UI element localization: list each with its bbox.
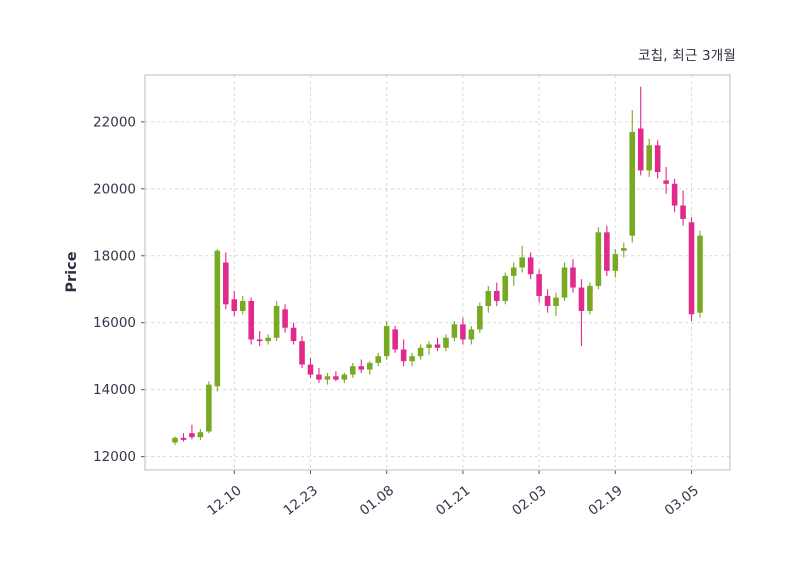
candle-down [671, 178, 678, 213]
y-axis-tick-labels: 12000 14000 16000 18000 20000 22000 [93, 114, 136, 465]
x-tick-label: 12.23 [281, 483, 321, 519]
x-tick-label: 02.19 [585, 483, 625, 519]
candle-down [256, 331, 263, 347]
candle-down [536, 269, 542, 303]
y-tick-label: 22000 [93, 114, 136, 130]
candle-down [316, 367, 322, 383]
candle-down [434, 337, 441, 352]
candle-up [172, 436, 178, 445]
candle-up [587, 282, 593, 315]
candle-down [400, 339, 407, 367]
candle-down [290, 322, 297, 345]
candle-up [206, 381, 212, 434]
x-tick-label: 12.10 [204, 483, 244, 519]
candle-down [688, 217, 695, 322]
candle-up [341, 372, 348, 383]
candle-up [485, 285, 492, 313]
candle-up [502, 272, 509, 305]
candle-up [646, 138, 652, 178]
candle-down [307, 357, 314, 378]
y-tick-label: 20000 [93, 181, 136, 197]
candle-up [214, 249, 221, 392]
x-axis-tick-labels: 12.10 12.23 01.08 01.21 02.03 02.19 03.05 [204, 483, 702, 519]
candle-up [553, 292, 559, 317]
candle-down [189, 424, 195, 440]
candle-up [273, 300, 280, 342]
candle-down [333, 371, 339, 382]
candle-down [248, 297, 255, 345]
candle-up [324, 372, 331, 385]
x-tick-label: 03.05 [662, 483, 702, 519]
candle-down [654, 140, 661, 179]
candles-layer [172, 86, 703, 445]
y-tick-label: 18000 [93, 248, 136, 264]
candle-up [197, 429, 204, 440]
candle-up [417, 344, 424, 360]
candle-down [493, 282, 500, 306]
candle-up [265, 334, 271, 345]
candle-up [519, 245, 525, 273]
plot-frame [144, 74, 731, 471]
candle-up [350, 362, 356, 378]
candle-up [595, 227, 602, 290]
candle-up [426, 341, 432, 355]
y-tick-label: 16000 [93, 315, 136, 331]
candle-down [299, 336, 305, 368]
candle-up [477, 302, 483, 333]
candle-up [629, 110, 636, 243]
candle-up [612, 249, 619, 278]
candle-down [231, 290, 238, 317]
candle-down [680, 190, 686, 226]
candle-down [282, 304, 288, 333]
candle-down [637, 86, 644, 176]
x-tick-label: 01.08 [357, 483, 397, 519]
candle-down [570, 259, 576, 293]
candle-up [375, 352, 382, 367]
candle-down [663, 167, 669, 194]
y-tick-label: 14000 [93, 382, 136, 398]
candle-down [392, 326, 398, 353]
candle-down [544, 289, 551, 313]
candle-up [510, 262, 517, 286]
candle-up [366, 361, 373, 375]
candle-up [409, 352, 415, 367]
candle-up [239, 295, 246, 315]
chart-title: 코칩, 최근 3개월 [638, 48, 736, 64]
candle-down [604, 225, 610, 276]
candle-up [620, 242, 627, 258]
candle-down [527, 252, 534, 280]
candle-up [697, 230, 703, 318]
candle-up [561, 262, 568, 301]
candle-down [578, 279, 585, 347]
candle-down [358, 359, 365, 373]
candle-up [383, 321, 390, 360]
y-tick-label: 12000 [93, 449, 136, 465]
candle-down [180, 433, 187, 442]
candle-down [223, 252, 229, 310]
candle-up [468, 326, 475, 345]
x-tick-label: 01.21 [433, 483, 473, 519]
candle-up [443, 334, 449, 352]
candle-down [460, 317, 466, 345]
candle-up [451, 321, 458, 342]
y-axis-label: Price [64, 251, 80, 293]
x-tick-label: 02.03 [509, 483, 549, 519]
